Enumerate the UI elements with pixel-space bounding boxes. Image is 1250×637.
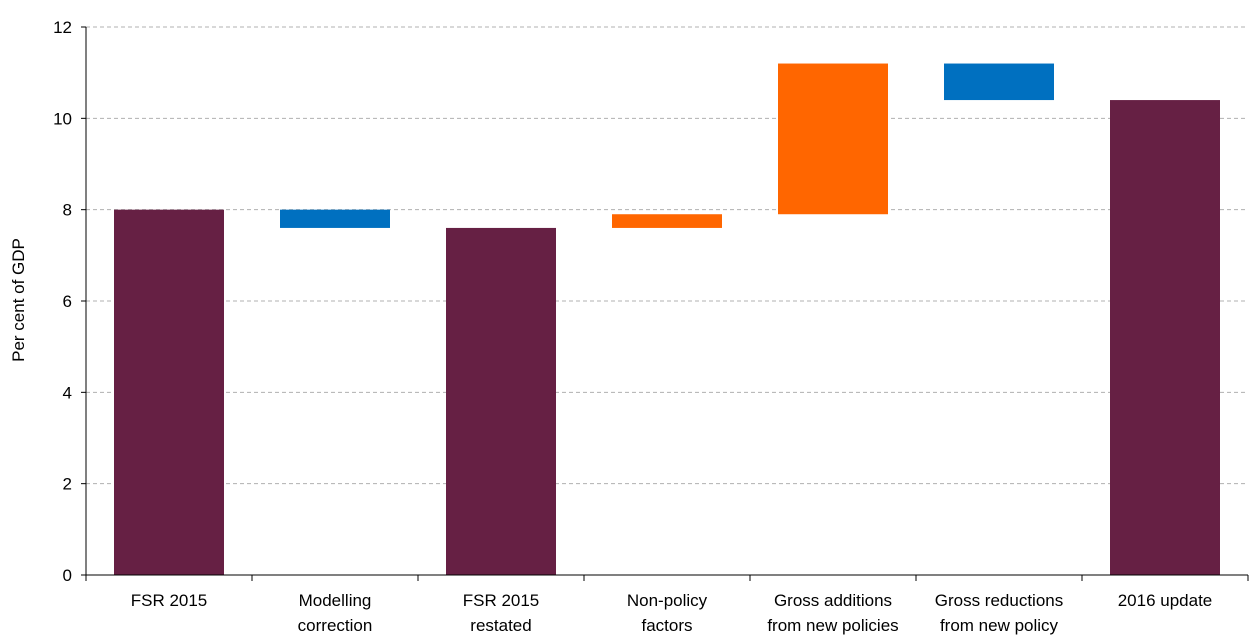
x-category-label: 2016 update xyxy=(1118,591,1213,610)
bar-decrease xyxy=(944,63,1054,101)
x-category-label-line: from new policies xyxy=(767,616,898,635)
bar-increase xyxy=(778,63,888,215)
x-category-label: Non-policy factors xyxy=(627,591,708,635)
x-category-label-line: from new policy xyxy=(940,616,1059,635)
bar-total xyxy=(446,227,556,575)
x-category-label: FSR 2015 xyxy=(131,591,208,610)
bar-total xyxy=(1110,100,1220,576)
x-category-label-line: FSR 2015 xyxy=(463,591,540,610)
x-category-label-line: Non-policy xyxy=(627,591,708,610)
y-tick-label: 2 xyxy=(63,475,72,494)
y-tick-label: 8 xyxy=(63,201,72,220)
labels: 0 2 4 6 8 10 12 FSR 2015 Modelling correction FSR … xyxy=(53,18,1212,635)
bars xyxy=(114,63,1220,576)
y-tick-label: 6 xyxy=(63,292,72,311)
x-category-label-line: 2016 update xyxy=(1118,591,1213,610)
x-category-label: FSR 2015 restated xyxy=(463,591,540,635)
axes xyxy=(81,26,1249,581)
y-axis-title: Per cent of GDP xyxy=(9,238,28,362)
x-category-label: Modelling correction xyxy=(298,591,373,635)
x-category-label: Gross additions from new policies xyxy=(767,591,898,635)
x-category-label-line: Gross additions xyxy=(774,591,892,610)
y-tick-label: 0 xyxy=(63,566,72,585)
gridlines xyxy=(86,26,1248,485)
x-category-label-line: FSR 2015 xyxy=(131,591,208,610)
y-tick-label: 12 xyxy=(53,18,72,37)
x-category-label-line: correction xyxy=(298,616,373,635)
bar-decrease xyxy=(280,209,390,228)
x-category-label: Gross reductions from new policy xyxy=(935,591,1064,635)
y-tick-label: 4 xyxy=(63,383,72,402)
bar-total xyxy=(114,209,224,575)
x-category-label-line: Modelling xyxy=(299,591,372,610)
x-category-label-line: Gross reductions xyxy=(935,591,1064,610)
x-category-label-line: restated xyxy=(470,616,531,635)
x-category-label-line: factors xyxy=(641,616,692,635)
y-tick-label: 10 xyxy=(53,109,72,128)
bar-increase xyxy=(612,214,722,228)
